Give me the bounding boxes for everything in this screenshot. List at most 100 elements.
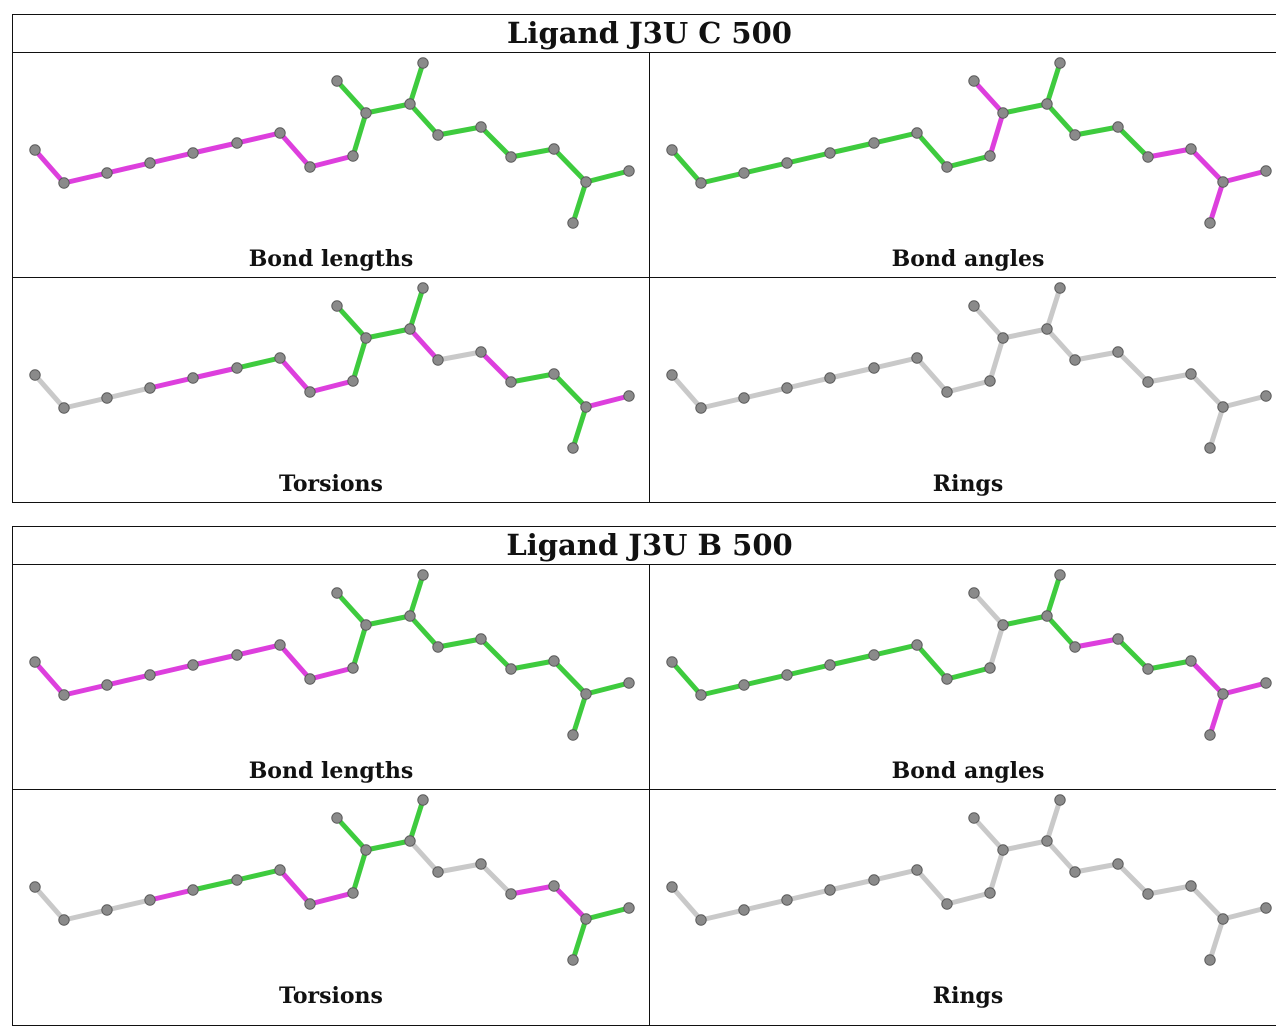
bond (407, 613, 441, 650)
bond (1044, 326, 1078, 363)
cell-caption: Bond lengths (248, 758, 414, 784)
bond (435, 349, 484, 363)
bond (277, 130, 313, 170)
bond (508, 658, 557, 672)
atom (505, 151, 517, 163)
atom (1217, 913, 1229, 925)
atom (941, 386, 953, 398)
bond (350, 622, 369, 671)
bond (741, 160, 790, 176)
bond (1188, 146, 1226, 185)
bond (478, 636, 514, 672)
molecule-diagram (29, 57, 635, 229)
bond (104, 672, 153, 688)
atom (738, 167, 750, 179)
bond (32, 884, 67, 923)
cell-caption: Bond angles (891, 246, 1045, 272)
bond (407, 326, 441, 363)
atom (968, 812, 980, 824)
bond (1145, 658, 1194, 672)
bond-angles-cell: Bond angles (650, 53, 1276, 278)
bond (741, 897, 790, 913)
atom (187, 147, 199, 159)
bond (987, 110, 1006, 159)
bond (914, 867, 950, 907)
atom (304, 161, 316, 173)
bond (234, 642, 283, 658)
atom (360, 332, 372, 344)
atom (984, 375, 996, 387)
bond-lengths-cell: Bond lengths (13, 53, 649, 278)
bond (1000, 326, 1050, 341)
bond (914, 130, 950, 170)
ligand-title: Ligand J3U B 500 (506, 528, 793, 562)
bond (407, 572, 426, 619)
molecule-diagram (666, 794, 1272, 966)
bond-lengths-cell: Bond lengths (13, 565, 649, 790)
atom (1260, 902, 1272, 914)
bond (583, 168, 632, 185)
atom (997, 619, 1009, 631)
ligand-title: Ligand J3U C 500 (507, 16, 792, 50)
atom (274, 127, 286, 139)
bond (307, 153, 356, 170)
atom (1217, 176, 1229, 188)
bond (350, 847, 369, 896)
bond (61, 907, 110, 923)
cell-caption: Rings (932, 983, 1004, 1009)
atom (1054, 569, 1066, 581)
atom (187, 372, 199, 384)
atom (548, 368, 560, 380)
bond (363, 326, 413, 341)
bond (669, 659, 704, 698)
atom (231, 649, 243, 661)
bond (1072, 861, 1121, 875)
bond (277, 355, 313, 395)
molecule-diagram (666, 569, 1272, 741)
cell-caption: Torsions (279, 983, 383, 1009)
bond (971, 303, 1006, 341)
atom (911, 864, 923, 876)
bond (435, 636, 484, 650)
atom (1185, 143, 1197, 155)
bond (508, 146, 557, 160)
atom (505, 376, 517, 388)
atom (1041, 610, 1053, 622)
atom (997, 107, 1009, 119)
molecule-diagram (666, 282, 1272, 454)
bond (698, 170, 747, 186)
atom (666, 369, 678, 381)
atom (968, 300, 980, 312)
cell-caption: Bond angles (891, 758, 1045, 784)
bond (871, 355, 920, 371)
atom (968, 587, 980, 599)
torsions-cell: Torsions (13, 278, 649, 503)
atom (101, 392, 113, 404)
atom (968, 75, 980, 87)
atom (567, 729, 579, 741)
atom (101, 167, 113, 179)
bond (551, 371, 589, 410)
atom (941, 673, 953, 685)
bond (104, 160, 153, 176)
atom (360, 107, 372, 119)
bond (1115, 861, 1151, 897)
bond (478, 349, 514, 385)
bond (407, 797, 426, 844)
bond (698, 907, 747, 923)
bond (1207, 916, 1226, 963)
atom (1054, 794, 1066, 806)
atom (548, 880, 560, 892)
atom (331, 812, 343, 824)
atom (432, 354, 444, 366)
atom (1204, 729, 1216, 741)
bond (32, 147, 67, 186)
atom (404, 835, 416, 847)
bond (570, 404, 589, 451)
atom (475, 858, 487, 870)
bond (698, 682, 747, 698)
divider (13, 789, 1276, 790)
divider (13, 277, 1276, 278)
bond (914, 355, 950, 395)
atom (824, 659, 836, 671)
